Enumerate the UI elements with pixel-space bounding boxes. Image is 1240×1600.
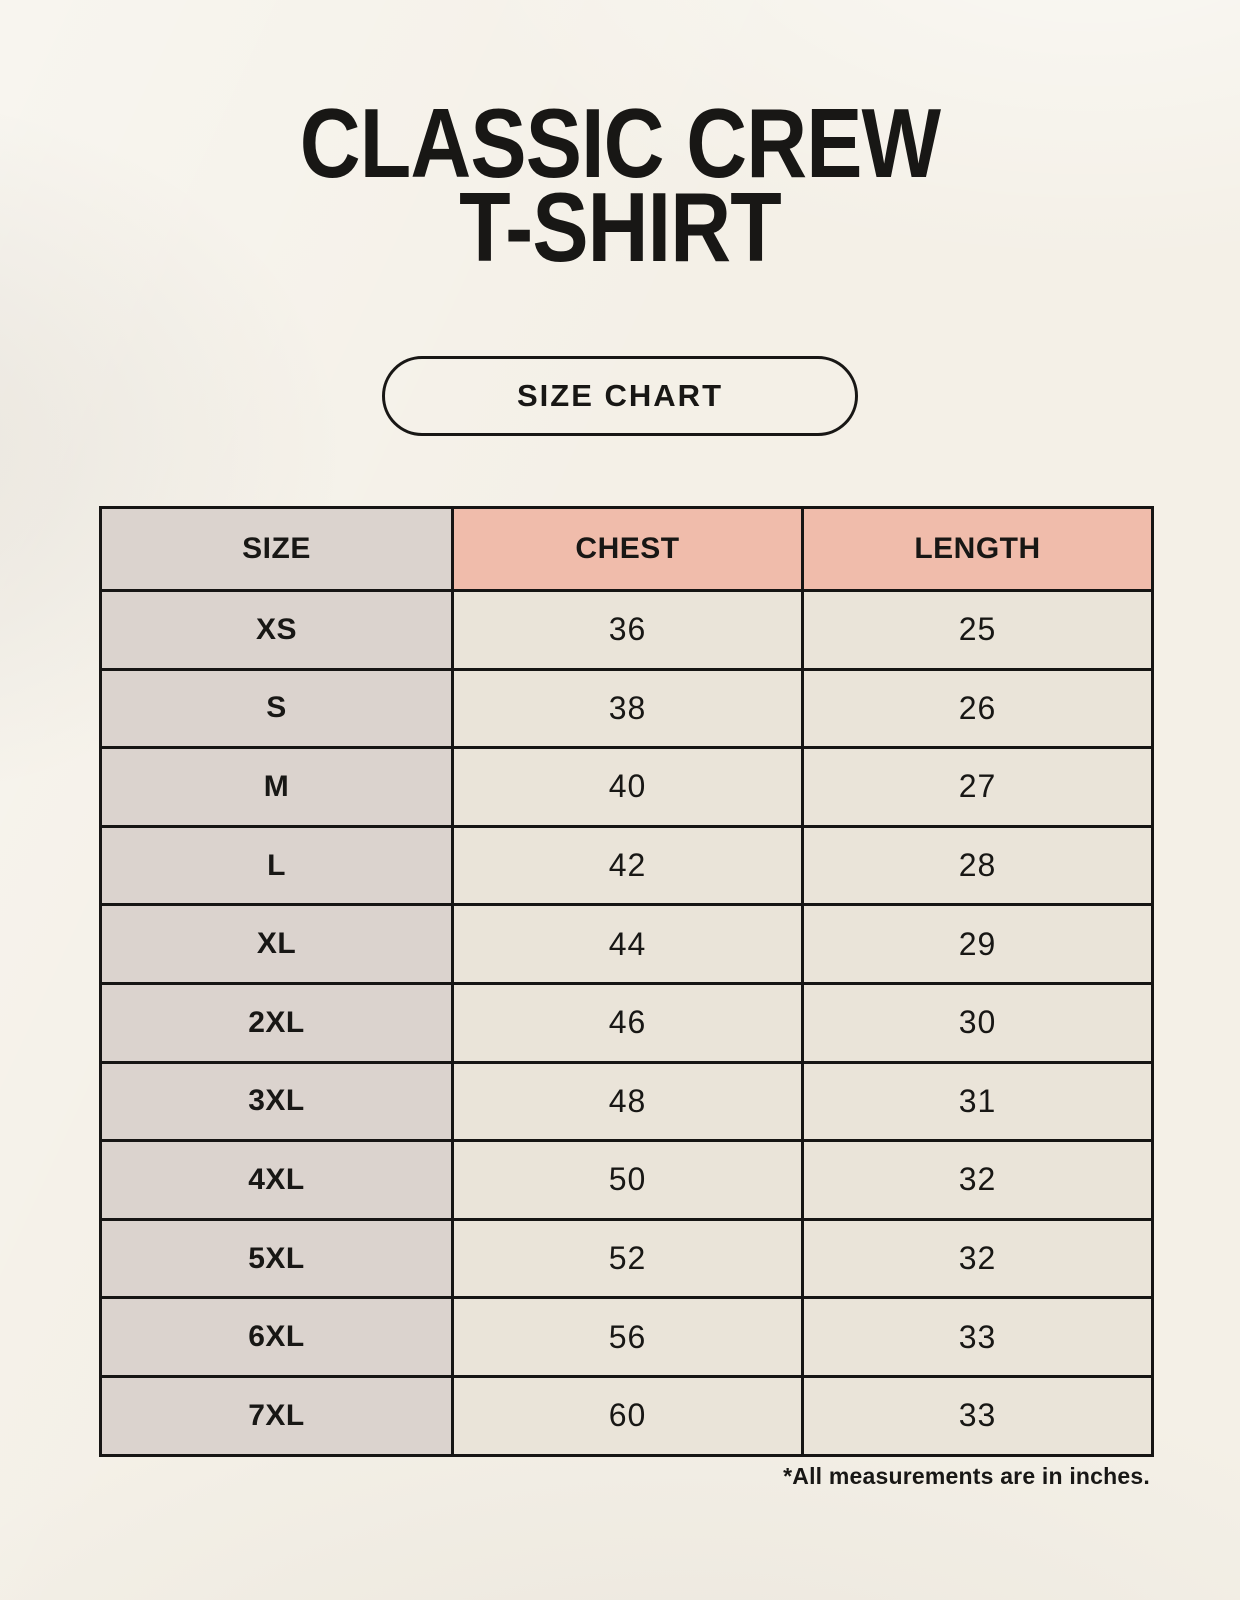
chest-cell: 44: [451, 903, 804, 985]
size-cell: 3XL: [99, 1060, 454, 1143]
size-cell: 5XL: [99, 1217, 454, 1300]
size-cell: 6XL: [99, 1296, 454, 1378]
size-cell: 7XL: [99, 1374, 454, 1457]
size-cell: XS: [99, 589, 454, 671]
table-row-6xl: 6XL 56 33: [99, 1296, 1154, 1378]
table-row-3xl: 3XL 48 31: [99, 1060, 1154, 1143]
page-title-line-1: CLASSIC CREW: [299, 88, 941, 198]
size-cell: XL: [99, 903, 454, 985]
size-chart-button[interactable]: SIZE CHART: [382, 356, 858, 436]
table-row-4xl: 4XL 50 32: [99, 1139, 1154, 1221]
chest-cell: 36: [451, 589, 804, 671]
length-cell: 32: [801, 1217, 1154, 1300]
size-cell: M: [99, 746, 454, 828]
column-header-length: LENGTH: [801, 506, 1154, 592]
length-cell: 28: [801, 824, 1154, 907]
footnote: *All measurements are in inches.: [783, 1463, 1150, 1489]
chest-cell: 52: [451, 1217, 804, 1300]
length-cell: 26: [801, 667, 1154, 750]
page-title: CLASSIC CREW T-SHIRT: [87, 94, 1153, 276]
chest-cell: 38: [451, 667, 804, 750]
chest-cell: 50: [451, 1139, 804, 1221]
size-cell: 4XL: [99, 1139, 454, 1221]
table-row-7xl: 7XL 60 33: [99, 1374, 1154, 1457]
column-header-chest: CHEST: [451, 506, 804, 592]
page-title-line-2: T-SHIRT: [459, 172, 782, 282]
length-cell: 25: [801, 589, 1154, 671]
column-header-size: SIZE: [99, 506, 454, 592]
length-cell: 31: [801, 1060, 1154, 1143]
table-row-s: S 38 26: [99, 667, 1154, 750]
chest-cell: 40: [451, 746, 804, 828]
table-row-2xl: 2XL 46 30: [99, 981, 1154, 1064]
chest-cell: 48: [451, 1060, 804, 1143]
chest-cell: 60: [451, 1374, 804, 1457]
table-row-xs: XS 36 25: [99, 589, 1154, 671]
size-table: SIZE CHEST LENGTH XS 36 25 S 38 26 M 40 …: [99, 506, 1154, 1457]
table-header-row: SIZE CHEST LENGTH: [99, 506, 1154, 592]
length-cell: 33: [801, 1296, 1154, 1378]
length-cell: 33: [801, 1374, 1154, 1457]
table-row-m: M 40 27: [99, 746, 1154, 828]
length-cell: 27: [801, 746, 1154, 828]
size-cell: L: [99, 824, 454, 907]
chest-cell: 56: [451, 1296, 804, 1378]
length-cell: 29: [801, 903, 1154, 985]
table-row-5xl: 5XL 52 32: [99, 1217, 1154, 1300]
size-cell: S: [99, 667, 454, 750]
size-cell: 2XL: [99, 981, 454, 1064]
size-chart-button-label: SIZE CHART: [517, 378, 723, 413]
table-row-l: L 42 28: [99, 824, 1154, 907]
chest-cell: 42: [451, 824, 804, 907]
length-cell: 32: [801, 1139, 1154, 1221]
table-row-xl: XL 44 29: [99, 903, 1154, 985]
chest-cell: 46: [451, 981, 804, 1064]
length-cell: 30: [801, 981, 1154, 1064]
